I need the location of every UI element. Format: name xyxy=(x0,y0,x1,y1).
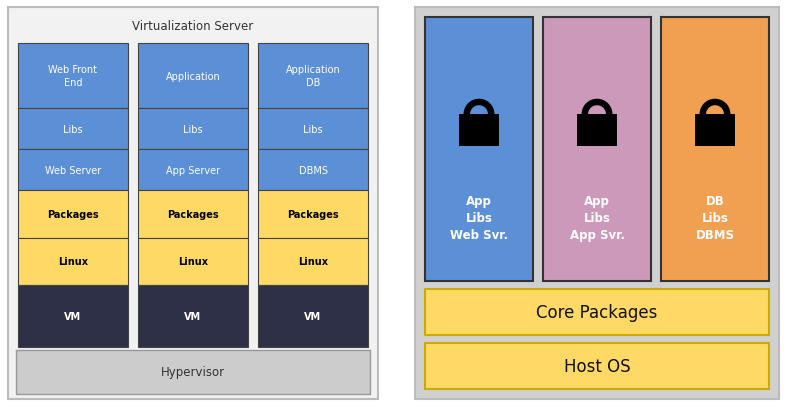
Bar xyxy=(577,115,617,146)
Text: Virtualization Server: Virtualization Server xyxy=(132,20,253,32)
Bar xyxy=(258,44,368,109)
Text: Libs: Libs xyxy=(183,125,203,135)
Bar xyxy=(425,343,769,389)
Bar xyxy=(258,150,368,191)
Bar xyxy=(661,18,769,281)
Bar xyxy=(18,109,128,150)
Text: Web Server: Web Server xyxy=(45,166,101,175)
Text: Packages: Packages xyxy=(167,209,219,220)
Bar xyxy=(258,191,368,238)
Text: VM: VM xyxy=(184,311,201,321)
Bar xyxy=(18,44,128,109)
Bar xyxy=(459,115,500,146)
Bar xyxy=(258,285,368,347)
Bar xyxy=(138,238,248,285)
Text: Libs: Libs xyxy=(303,125,323,135)
PathPatch shape xyxy=(464,99,494,115)
Bar xyxy=(138,191,248,238)
Bar xyxy=(425,18,533,281)
Bar xyxy=(18,238,128,285)
Text: App
Libs
App Svr.: App Libs App Svr. xyxy=(570,195,625,242)
Text: Hypervisor: Hypervisor xyxy=(161,366,225,379)
Text: Web Front
End: Web Front End xyxy=(49,65,98,88)
Text: Linux: Linux xyxy=(298,256,328,267)
Text: Application
DB: Application DB xyxy=(286,65,340,88)
Text: VM: VM xyxy=(305,311,322,321)
Text: DBMS: DBMS xyxy=(298,166,327,175)
Bar xyxy=(138,109,248,150)
Bar xyxy=(8,8,378,399)
Bar xyxy=(16,350,370,394)
Bar xyxy=(543,18,651,281)
Text: Packages: Packages xyxy=(287,209,339,220)
PathPatch shape xyxy=(700,99,730,115)
Text: Host OS: Host OS xyxy=(563,357,630,375)
Bar xyxy=(18,150,128,191)
PathPatch shape xyxy=(582,99,612,115)
Text: App
Libs
Web Svr.: App Libs Web Svr. xyxy=(450,195,508,242)
Bar xyxy=(425,289,769,335)
Text: DB
Libs
DBMS: DB Libs DBMS xyxy=(696,195,734,242)
Bar xyxy=(138,150,248,191)
Bar xyxy=(18,191,128,238)
Bar xyxy=(138,44,248,109)
Bar xyxy=(695,115,735,146)
Bar xyxy=(258,238,368,285)
Text: Application: Application xyxy=(165,72,220,81)
Bar xyxy=(138,285,248,347)
Text: Core Packages: Core Packages xyxy=(536,303,658,321)
Text: Linux: Linux xyxy=(178,256,208,267)
Text: Packages: Packages xyxy=(47,209,99,220)
Text: VM: VM xyxy=(65,311,82,321)
Text: App Server: App Server xyxy=(166,166,220,175)
Bar xyxy=(18,285,128,347)
Text: Linux: Linux xyxy=(58,256,88,267)
Bar xyxy=(415,8,779,399)
Text: Libs: Libs xyxy=(63,125,83,135)
Bar xyxy=(258,109,368,150)
